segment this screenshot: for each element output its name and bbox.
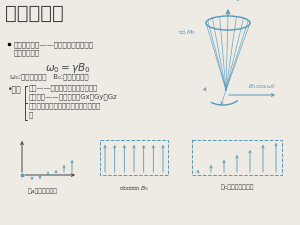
Text: 磁矩 $M_0$: 磁矩 $M_0$ bbox=[178, 28, 196, 37]
Text: 使质子的进动在空间上有频率和相位差: 使质子的进动在空间上有频率和相位差 bbox=[29, 102, 101, 109]
Text: $B_0$: $B_0$ bbox=[230, 0, 241, 4]
Text: ω₀:质子进动频率   B₀:质子所处磁场: ω₀:质子进动频率 B₀:质子所处磁场 bbox=[10, 73, 89, 80]
Text: （c）叠加后的磁场: （c）叠加后的磁场 bbox=[220, 184, 254, 190]
Text: 子的进动频率: 子的进动频率 bbox=[14, 49, 40, 56]
Text: $\omega_0 = \gamma B_0$: $\omega_0 = \gamma B_0$ bbox=[45, 61, 91, 75]
Text: 灰度——信号强度（即质子多少）: 灰度——信号强度（即质子多少） bbox=[29, 84, 98, 91]
Text: •像素: •像素 bbox=[8, 85, 22, 94]
Text: （a）线形梯度场: （a）线形梯度场 bbox=[28, 188, 58, 194]
Text: 别: 别 bbox=[29, 111, 33, 118]
Bar bbox=[100, 140, 168, 175]
Text: 位置信息——三个梯度场Gx、Gy、Gz: 位置信息——三个梯度场Gx、Gy、Gz bbox=[29, 93, 118, 100]
Text: 核磁共振条件——射频脉冲频率等于质: 核磁共振条件——射频脉冲频率等于质 bbox=[14, 41, 94, 48]
Text: $B_1\cos\omega t$: $B_1\cos\omega t$ bbox=[248, 82, 277, 91]
Bar bbox=[192, 140, 282, 175]
Text: （b）静磁场 $B_0$: （b）静磁场 $B_0$ bbox=[119, 184, 149, 193]
Text: 基础理论：: 基础理论： bbox=[5, 4, 64, 23]
